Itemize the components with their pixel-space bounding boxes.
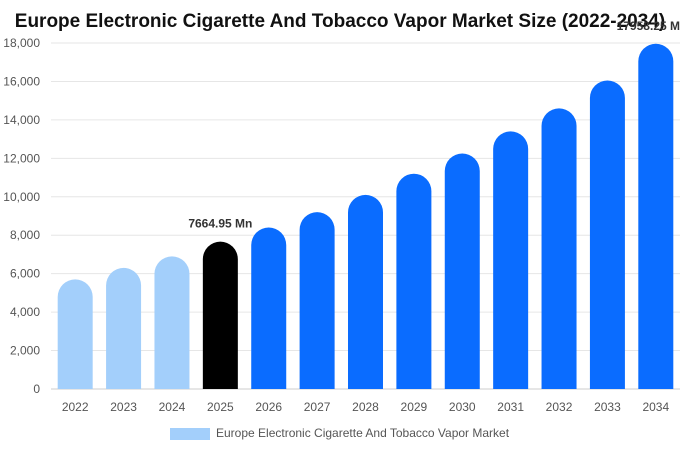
x-tick-label: 2025 <box>207 400 234 414</box>
bar-2027 <box>299 212 335 389</box>
y-tick-label: 10,000 <box>3 190 40 204</box>
x-tick-label: 2022 <box>62 400 89 414</box>
x-tick-label: 2023 <box>110 400 137 414</box>
bars <box>57 43 674 390</box>
bar-2023 <box>106 267 142 389</box>
y-tick-label: 6,000 <box>10 267 40 281</box>
x-tick-label: 2029 <box>401 400 428 414</box>
x-tick-label: 2030 <box>449 400 476 414</box>
chart-title: Europe Electronic Cigarette And Tobacco … <box>15 11 665 32</box>
bar-2034 <box>638 43 674 390</box>
bar-2028 <box>348 194 383 389</box>
y-tick-label: 0 <box>33 382 40 396</box>
y-tick-label: 14,000 <box>3 113 40 127</box>
x-tick-label: 2027 <box>304 400 331 414</box>
bar-2030 <box>444 153 480 389</box>
y-tick-label: 4,000 <box>10 305 40 319</box>
bar-2024 <box>154 256 190 389</box>
legend-label: Europe Electronic Cigarette And Tobacco … <box>216 426 510 440</box>
y-tick-label: 18,000 <box>3 36 40 50</box>
bar-2026 <box>251 227 287 389</box>
x-tick-label: 2033 <box>594 400 621 414</box>
data-label: 7664.95 Mn <box>188 217 252 231</box>
bar-2025 <box>202 241 238 389</box>
y-tick-label: 16,000 <box>3 74 40 88</box>
bar-2029 <box>396 173 432 389</box>
bar-2022 <box>57 279 93 389</box>
x-tick-label: 2032 <box>546 400 573 414</box>
x-tick-label: 2031 <box>497 400 524 414</box>
x-tick-label: 2028 <box>352 400 379 414</box>
data-label: 17958.25 M <box>617 19 680 33</box>
y-tick-label: 8,000 <box>10 228 40 242</box>
legend: Europe Electronic Cigarette And Tobacco … <box>170 426 510 440</box>
x-tick-label: 2026 <box>255 400 282 414</box>
y-tick-label: 2,000 <box>10 344 40 358</box>
y-tick-label: 12,000 <box>3 151 40 165</box>
bar-2033 <box>589 80 625 389</box>
bar-2032 <box>541 108 577 390</box>
data-labels: 7664.95 Mn 17958.25 M <box>188 19 680 231</box>
legend-swatch <box>170 428 210 440</box>
y-axis-ticks: 0 2,000 4,000 6,000 8,000 10,000 12,000 14,000 1… <box>3 36 40 396</box>
x-axis-ticks: 2022 2023 2024 2025 2026 2027 2028 2029 2030 2031… <box>62 400 670 414</box>
x-tick-label: 2034 <box>642 400 669 414</box>
x-tick-label: 2024 <box>159 400 186 414</box>
bar-2031 <box>493 131 529 389</box>
